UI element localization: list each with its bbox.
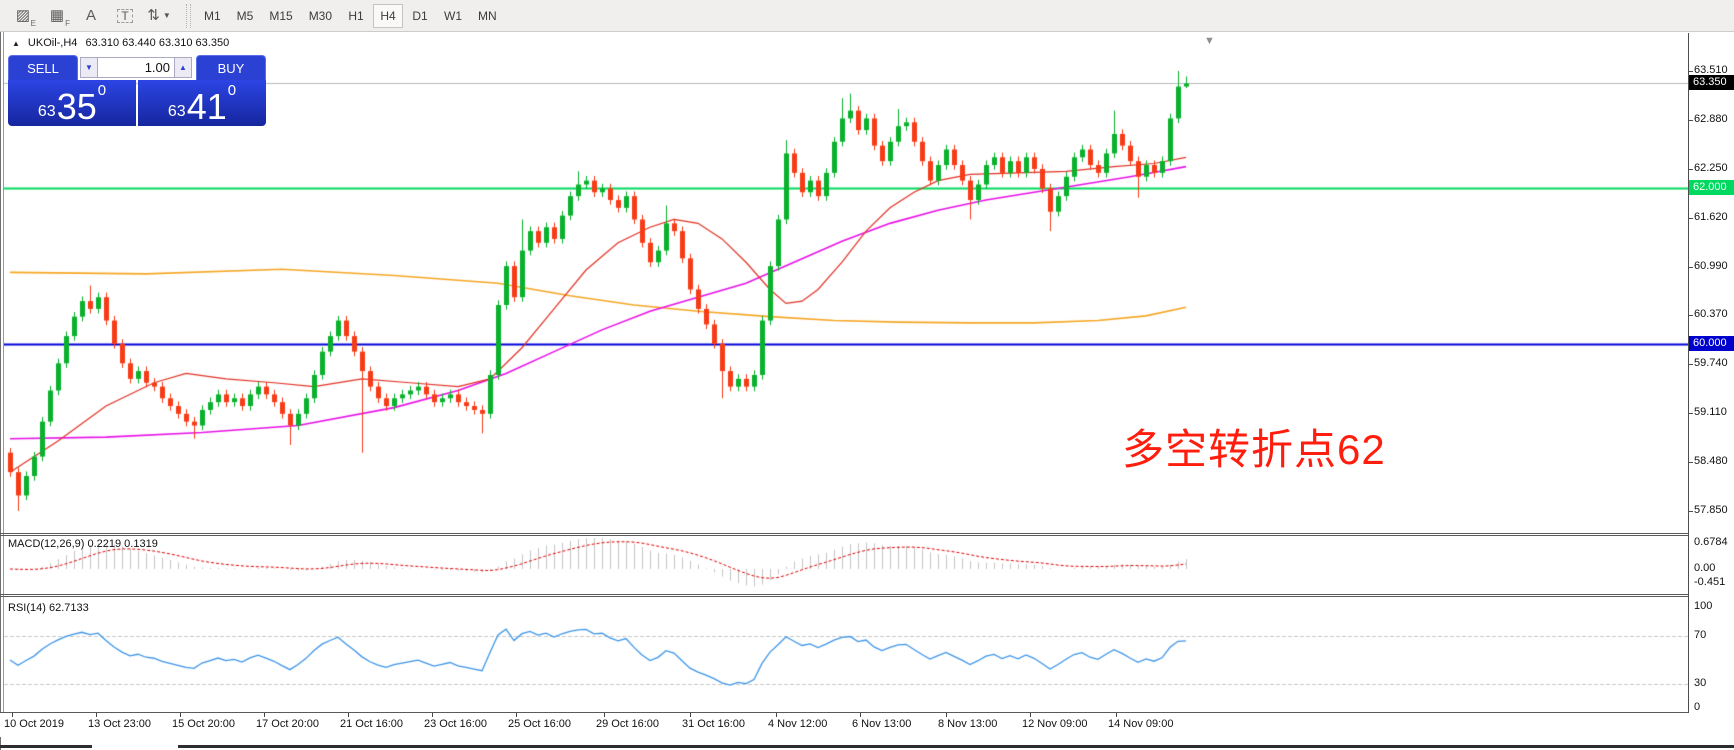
text-tool-icon[interactable]: A	[85, 7, 96, 24]
arrow-tools-icon[interactable]: ⇅ ▼	[147, 7, 171, 24]
timeframe-m15[interactable]: M15	[269, 8, 293, 23]
toolbar: ▨ E ▦ F A T ⇅ ▼ M1 M5 M15 M30 H1 H4 D1 W1 MN	[0, 0, 1734, 32]
trade-panel-top-row: SELL ▼ ▲ BUY	[8, 55, 266, 80]
time-axis-label: 14 Nov 09:00	[1108, 713, 1174, 730]
timeframe-mn[interactable]: MN	[478, 8, 497, 23]
window-left-border	[0, 32, 1, 750]
timeframe-h4[interactable]: H4	[373, 3, 404, 28]
volume-increase-button[interactable]: ▲	[174, 57, 192, 78]
price-tick: 60.370	[1689, 308, 1728, 321]
pane-separator[interactable]	[0, 596, 1688, 597]
dropdown-caret-icon: ▼	[162, 11, 171, 20]
time-axis-label: 8 Nov 13:00	[938, 713, 998, 730]
timeframe-w1[interactable]: W1	[444, 8, 463, 23]
buy-price-prefix: 63	[167, 103, 186, 120]
time-axis-label: 13 Oct 23:00	[88, 713, 151, 730]
pane-separator[interactable]	[0, 533, 1688, 534]
rsi-axis-label: 100	[1694, 600, 1713, 612]
time-axis-label: 31 Oct 16:00	[682, 713, 745, 730]
drawing-toolbar: ▨ E ▦ F A T ⇅ ▼	[6, 3, 176, 29]
price-tick: 59.110	[1689, 406, 1727, 419]
price-badge-current: 63.350	[1689, 75, 1734, 91]
buy-price-display[interactable]: 63 41 0	[138, 80, 266, 126]
hatch-tool-icon[interactable]: ▨ E	[15, 7, 36, 28]
price-tick: 62.880	[1689, 112, 1728, 125]
buy-button[interactable]: BUY	[196, 55, 266, 80]
window-bottom-edge	[178, 745, 1734, 748]
price-tick: 59.740	[1689, 357, 1728, 370]
macd-axis-label: -0.451	[1694, 576, 1726, 588]
time-axis-label: 4 Nov 12:00	[768, 713, 828, 730]
timeframe-h1[interactable]: H1	[348, 8, 364, 23]
window-bottom-edge	[0, 745, 92, 748]
time-axis[interactable]: 10 Oct 2019 13 Oct 23:00 15 Oct 20:00 17 Oc…	[0, 713, 1688, 737]
timeframe-bar: M1 M5 M15 M30 H1 H4 D1 W1 MN	[197, 3, 504, 28]
chart-annotation-text: 多空转折点62	[1122, 426, 1386, 473]
price-tick: 62.250	[1689, 161, 1728, 174]
macd-label: MACD(12,26,9) 0.2219 0.1319	[8, 538, 158, 550]
price-tick: 60.990	[1689, 259, 1728, 272]
macd-axis-label: 0.6784	[1694, 536, 1728, 548]
price-axis-border	[1688, 33, 1689, 713]
buy-price-pip: 0	[227, 82, 237, 99]
sell-button[interactable]: SELL	[8, 55, 78, 80]
rsi-label: RSI(14) 62.7133	[8, 602, 89, 614]
time-axis-label: 10 Oct 2019	[4, 713, 64, 730]
time-axis-label: 12 Nov 09:00	[1022, 713, 1088, 730]
time-axis-label: 6 Nov 13:00	[852, 713, 912, 730]
sell-price-main: 35	[56, 86, 97, 128]
chart-title: ▲ UKOil-,H4 63.310 63.440 63.310 63.350	[12, 37, 229, 49]
toolbar-separator	[186, 3, 191, 28]
volume-control: ▼ ▲	[78, 55, 196, 80]
sell-price-pip: 0	[97, 82, 107, 99]
timeframe-d1[interactable]: D1	[412, 8, 428, 23]
chart-shift-marker-icon[interactable]: ▼	[1204, 35, 1215, 47]
sell-price-prefix: 63	[37, 103, 56, 120]
price-badge-green: 62.000	[1689, 180, 1734, 196]
sell-price-display[interactable]: 63 35 0	[8, 80, 136, 126]
pane-separator[interactable]	[0, 535, 1688, 536]
timeframe-m1[interactable]: M1	[204, 8, 221, 23]
time-axis-label: 15 Oct 20:00	[172, 713, 235, 730]
rsi-axis-label: 70	[1694, 629, 1707, 641]
rsi-pane-canvas[interactable]	[4, 599, 1688, 711]
collapse-triangle-icon[interactable]: ▲	[12, 38, 20, 48]
ohlc-values-label: 63.310 63.440 63.310 63.350	[85, 37, 230, 49]
time-axis-label: 25 Oct 16:00	[508, 713, 571, 730]
price-tick: 58.480	[1689, 455, 1728, 468]
rsi-axis-label: 0	[1694, 701, 1701, 713]
one-click-trading-panel: SELL ▼ ▲ BUY 63 35 0 63 41 0	[8, 55, 266, 126]
trade-panel-prices: 63 35 0 63 41 0	[8, 80, 266, 126]
price-badge-blue: 60.000	[1689, 335, 1734, 351]
chart-left-border	[3, 32, 4, 714]
price-tick: 57.850	[1689, 504, 1728, 516]
volume-input[interactable]	[98, 57, 174, 78]
macd-axis-label: 0.00	[1694, 562, 1716, 574]
chart-window: ▲ UKOil-,H4 63.310 63.440 63.310 63.350 …	[0, 32, 1734, 750]
fibonacci-grid-tool-icon[interactable]: ▦ F	[49, 7, 70, 28]
timeframe-m5[interactable]: M5	[236, 8, 254, 23]
time-axis-label: 17 Oct 20:00	[256, 713, 319, 730]
time-axis-label: 29 Oct 16:00	[596, 713, 659, 730]
pane-separator[interactable]	[0, 594, 1688, 595]
time-axis-label: 21 Oct 16:00	[340, 713, 403, 730]
main-chart-canvas[interactable]	[4, 33, 1688, 533]
text-label-tool-icon[interactable]: T	[108, 3, 142, 29]
price-tick: 61.620	[1689, 210, 1728, 223]
time-axis-label: 23 Oct 16:00	[424, 713, 487, 730]
buy-price-main: 41	[186, 86, 227, 128]
volume-decrease-button[interactable]: ▼	[80, 57, 98, 78]
symbol-period-label: UKOil-,H4	[27, 37, 78, 49]
rsi-axis-label: 30	[1694, 677, 1707, 689]
time-axis-border	[0, 712, 1688, 713]
price-tick: 63.510	[1689, 64, 1728, 76]
price-axis[interactable]: 63.510 62.880 62.250 61.620 60.990 60.370 59.7…	[1689, 32, 1734, 713]
macd-pane-canvas[interactable]	[4, 536, 1688, 593]
timeframe-m30[interactable]: M30	[308, 8, 333, 23]
